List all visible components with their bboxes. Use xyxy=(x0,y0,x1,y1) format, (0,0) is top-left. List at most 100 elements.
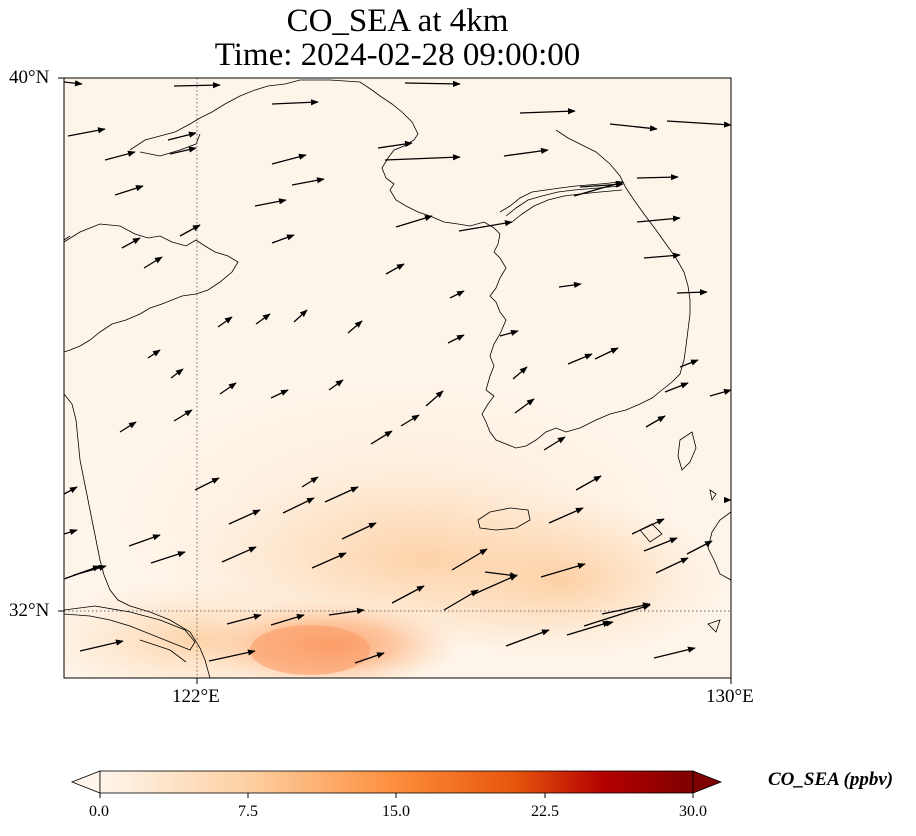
colorbar-tick-2: 15.0 xyxy=(382,803,410,820)
wind-arrow xyxy=(341,522,377,540)
colorbar-tick-3: 22.5 xyxy=(531,803,559,820)
colorbar-tick-4: 30.0 xyxy=(679,803,707,820)
wind-arrow xyxy=(709,388,731,397)
wind-arrow xyxy=(643,252,681,259)
wind-arrow xyxy=(64,80,83,87)
wind-arrow xyxy=(503,147,549,157)
wind-arrow xyxy=(169,146,197,155)
wind-arrow xyxy=(666,120,731,128)
wind-arrow xyxy=(391,585,425,604)
wind-arrow xyxy=(328,379,344,391)
concentration-field xyxy=(64,78,731,678)
wind-arrow xyxy=(173,82,221,89)
colorbar-tick-0: 0.0 xyxy=(89,803,109,820)
wind-arrow xyxy=(676,289,708,296)
wind-arrow xyxy=(451,548,488,571)
wind-arrow xyxy=(458,220,513,232)
wind-arrow xyxy=(221,546,257,563)
colorbar-tick-1: 7.5 xyxy=(238,803,258,820)
wind-arrow xyxy=(505,629,550,647)
coastlines xyxy=(64,79,731,678)
wind-arrow xyxy=(543,436,566,451)
wind-arrow xyxy=(567,353,593,365)
wind-arrow xyxy=(514,398,535,414)
wind-arrow xyxy=(370,430,393,445)
wind-arrow xyxy=(255,313,271,325)
axis-ticks xyxy=(58,77,732,684)
wind-arrow xyxy=(601,602,651,615)
wind-arrow xyxy=(208,649,256,662)
wind-arrow xyxy=(67,127,106,137)
wind-arrow xyxy=(143,256,163,269)
wind-arrow xyxy=(73,564,107,576)
wind-arrow xyxy=(347,320,363,334)
wind-arrow xyxy=(219,382,237,395)
wind-arrow xyxy=(609,123,658,132)
wind-arrow xyxy=(594,347,619,360)
wind-arrow xyxy=(150,551,186,564)
wind-arrow xyxy=(217,316,233,328)
gridlines xyxy=(64,78,731,678)
wind-arrow xyxy=(643,537,678,552)
wind-arrow xyxy=(228,509,261,525)
lat-tick-32: 32°N xyxy=(9,600,50,621)
wind-arrow xyxy=(147,349,161,359)
title-line-1: CO_SEA at 4km xyxy=(286,3,509,39)
wind-arrow xyxy=(573,180,624,197)
wind-arrow xyxy=(64,529,78,536)
wind-arrow xyxy=(686,540,713,555)
wind-arrow xyxy=(499,329,519,337)
wind-arrow xyxy=(583,604,651,627)
colorbar xyxy=(70,770,723,798)
wind-arrow xyxy=(653,646,696,659)
lon-tick-122: 122°E xyxy=(172,686,220,707)
lon-tick-130: 130°E xyxy=(706,686,754,707)
wind-arrow xyxy=(575,475,602,491)
wind-arrow xyxy=(194,477,220,491)
wind-arrow xyxy=(121,237,141,249)
wind-arrow xyxy=(324,486,359,503)
wind-arrow xyxy=(558,281,582,289)
wind-arrow xyxy=(384,154,461,161)
title-line-2: Time: 2024-02-28 09:00:00 xyxy=(214,37,581,73)
wind-arrow xyxy=(128,534,161,547)
wind-arrow xyxy=(328,607,365,616)
wind-arrow xyxy=(636,174,679,181)
wind-arrow xyxy=(443,589,479,611)
wind-arrow xyxy=(512,366,528,380)
wind-arrow xyxy=(282,497,315,514)
wind-arrow xyxy=(119,421,137,433)
wind-arrow xyxy=(471,574,518,596)
wind-arrow xyxy=(293,309,308,323)
wind-arrow xyxy=(540,562,586,578)
wind-arrow xyxy=(173,409,193,422)
colorbar-label: CO_SEA (ppbv) xyxy=(768,769,894,790)
wind-arrow xyxy=(291,177,325,186)
wind-vectors xyxy=(64,80,731,664)
wind-arrow xyxy=(271,99,319,106)
wind-arrow xyxy=(179,224,201,237)
wind-arrow xyxy=(655,557,689,574)
wind-arrow xyxy=(170,368,184,379)
wind-arrow xyxy=(254,198,287,207)
wind-arrow xyxy=(519,108,576,115)
wind-arrow xyxy=(664,382,689,393)
wind-arrow xyxy=(270,389,289,399)
map-frame xyxy=(63,77,732,679)
wind-arrow xyxy=(354,652,385,664)
wind-arrow xyxy=(301,476,319,488)
wind-arrow xyxy=(645,415,666,428)
map-title: CO_SEA at 4km Time: 2024-02-28 09:00:00 xyxy=(64,4,731,72)
wind-arrow xyxy=(167,131,197,141)
wind-arrow xyxy=(566,621,611,636)
wind-arrow xyxy=(425,390,444,407)
wind-arrow xyxy=(114,185,144,196)
wind-arrow xyxy=(449,290,465,299)
wind-arrow xyxy=(377,140,413,149)
wind-arrow xyxy=(679,359,699,368)
wind-arrow xyxy=(395,215,433,228)
wind-arrow xyxy=(271,153,307,165)
wind-arrow xyxy=(385,263,405,275)
wind-arrow xyxy=(311,552,347,569)
wind-arrow xyxy=(104,150,136,161)
